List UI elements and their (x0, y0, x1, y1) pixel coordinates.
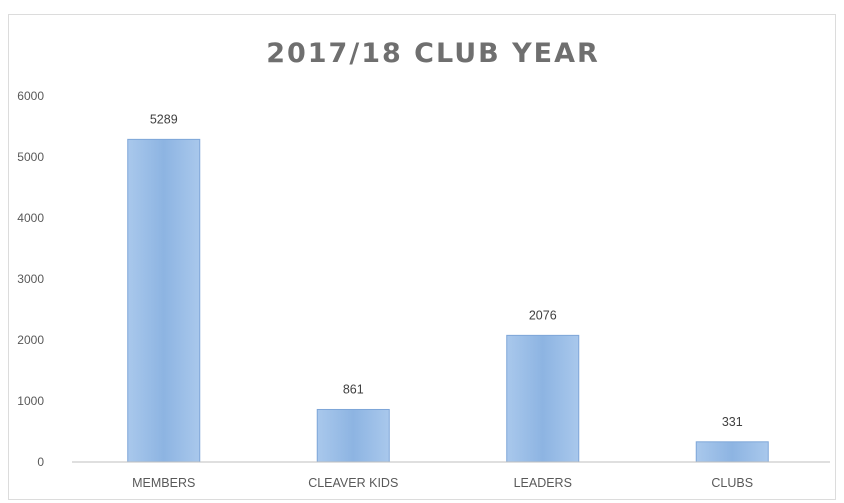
y-tick-label: 4000 (17, 211, 44, 225)
data-label: 331 (722, 415, 743, 429)
bar (695, 441, 769, 463)
y-tick-label: 2000 (17, 333, 44, 347)
data-label: 5289 (150, 112, 178, 126)
x-tick-label: MEMBERS (132, 476, 195, 490)
x-tick-label: LEADERS (514, 476, 572, 490)
y-tick-label: 3000 (17, 272, 44, 286)
bars (127, 138, 769, 463)
bar (316, 408, 390, 463)
y-tick-label: 0 (37, 455, 44, 469)
data-label: 861 (343, 382, 364, 396)
bar (127, 138, 201, 463)
data-label: 2076 (529, 308, 557, 322)
chart-title: 2017/18 CLUB YEAR (266, 38, 600, 69)
y-axis-labels: 0 1000 2000 3000 4000 5000 6000 (17, 89, 44, 469)
y-tick-label: 6000 (17, 89, 44, 103)
y-tick-label: 5000 (17, 150, 44, 164)
x-tick-label: CLEAVER KIDS (308, 476, 398, 490)
y-tick-label: 1000 (17, 394, 44, 408)
x-axis-labels: MEMBERS CLEAVER KIDS LEADERS CLUBS (132, 476, 753, 490)
bar (506, 334, 580, 463)
x-tick-label: CLUBS (711, 476, 753, 490)
data-labels: 5289 861 2076 331 (150, 112, 743, 428)
